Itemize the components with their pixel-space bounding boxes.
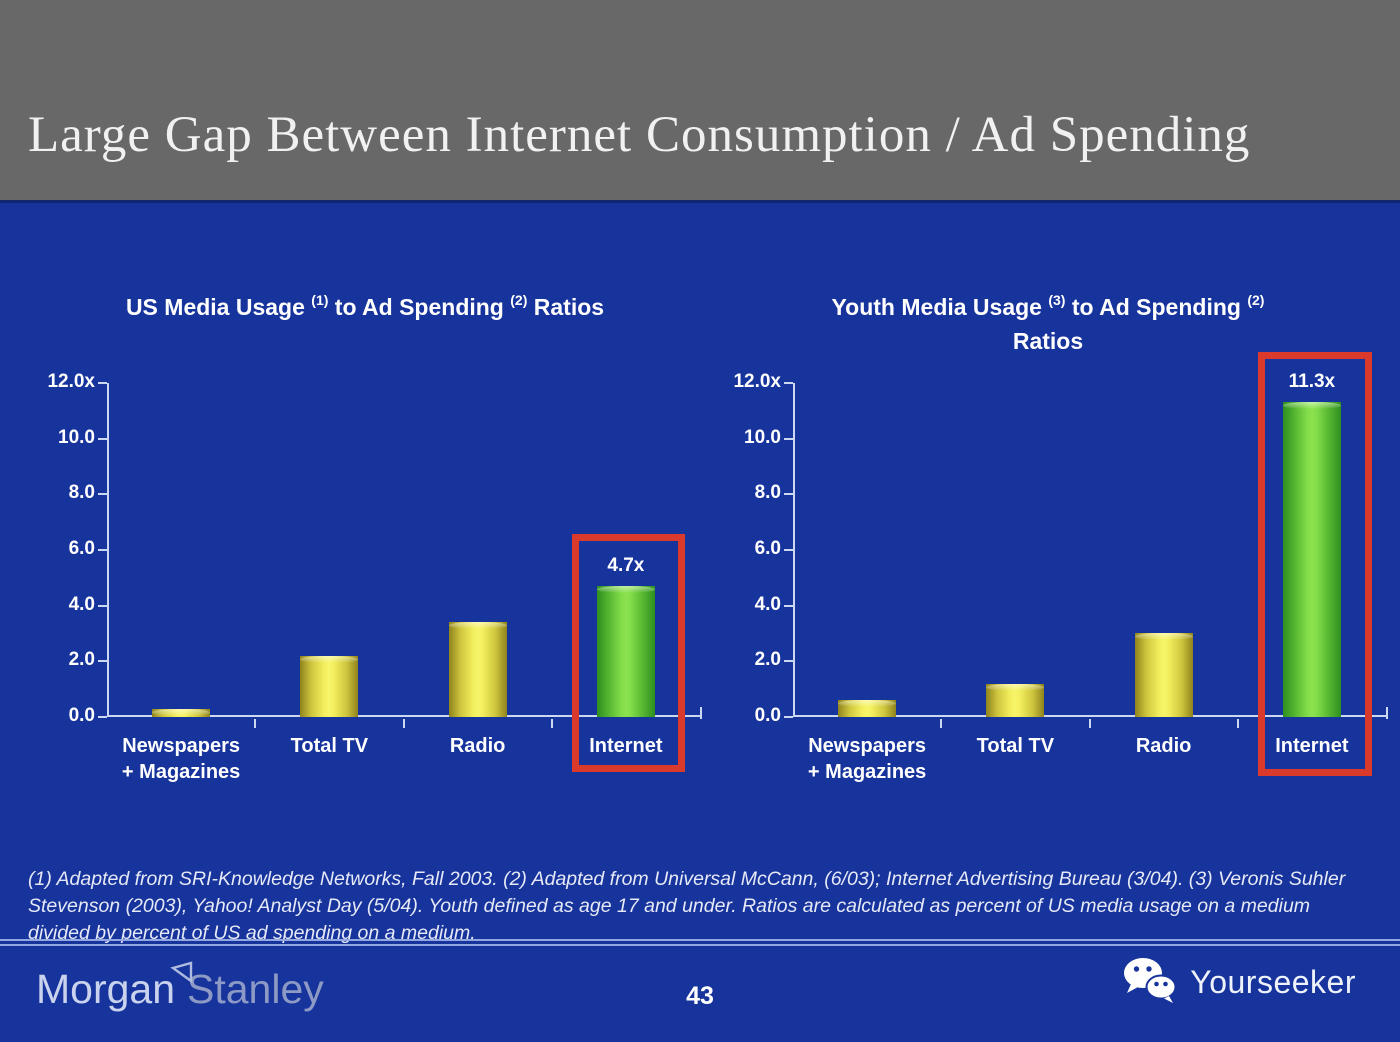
- x-tick-mark: [1088, 719, 1091, 728]
- yourseeker-logo: Yourseeker: [1122, 956, 1356, 1009]
- category-label-total-tv: Total TV: [290, 735, 369, 757]
- bar-radio: [448, 622, 507, 717]
- footer-divider: [0, 939, 1400, 946]
- stanley-wordmark: Stanley: [187, 966, 324, 1012]
- y-tick-mark: [98, 549, 107, 551]
- y-tick-mark: [98, 660, 107, 663]
- footnote: (1) Adapted from SRI-Knowledge Networks,…: [28, 868, 1346, 944]
- x-tick-mark: [1236, 719, 1239, 728]
- slide-title: Large Gap Between Internet Consumption /…: [28, 107, 1251, 163]
- chart-title-youth: Youth Media Usage (3) to Ad Spending (2)…: [831, 292, 1265, 354]
- y-tick-mark: [784, 382, 793, 384]
- y-tick-label: 6.0: [754, 538, 781, 559]
- title-bar: Large Gap Between Internet Consumption /…: [0, 0, 1400, 203]
- y-tick-mark: [784, 493, 793, 496]
- y-tick-mark: [98, 437, 107, 440]
- highlight-value-label: 11.3x: [1288, 371, 1336, 392]
- y-tick-mark: [98, 716, 107, 718]
- category-label-radio: Radio: [1135, 735, 1192, 757]
- y-tick-label: 2.0: [68, 649, 95, 671]
- bar-newspapers-magazines: [152, 709, 211, 717]
- x-axis-end-tick: [700, 707, 702, 719]
- yourseeker-wordmark: Yourseeker: [1190, 964, 1356, 1000]
- x-tick-mark: [254, 719, 257, 728]
- morgan-wordmark: Morgan: [36, 966, 176, 1012]
- wechat-icon: [1122, 956, 1178, 1009]
- y-tick-label: 12.0x: [47, 371, 95, 392]
- y-tick-mark: [784, 437, 793, 440]
- y-tick-label: 4.0: [68, 593, 95, 615]
- bar-newspapers-magazines: [838, 700, 897, 717]
- y-tick-label: 10.0: [58, 426, 95, 448]
- category-label-radio: Radio: [449, 735, 506, 757]
- y-tick-label: 8.0: [754, 482, 781, 504]
- y-tick-label: 10.0: [744, 426, 781, 448]
- y-tick-mark: [784, 716, 793, 718]
- chart-title-us: US Media Usage (1) to Ad Spending (2) Ra…: [125, 292, 605, 320]
- category-label-internet: Internet: [589, 735, 663, 757]
- y-tick-mark: [98, 493, 107, 496]
- bar-internet: [596, 586, 655, 717]
- pennant-icon: [170, 950, 194, 997]
- bar-total-tv: [986, 684, 1045, 717]
- category-label-newspapers-magazines: Newspapers + Magazines: [121, 735, 241, 783]
- highlight-box: [1258, 352, 1372, 776]
- y-tick-mark: [98, 604, 107, 607]
- y-tick-label: 4.0: [754, 593, 781, 615]
- plot-area: [107, 383, 700, 717]
- bar-total-tv: [300, 656, 359, 717]
- y-tick-mark: [784, 549, 793, 551]
- y-tick-label: 2.0: [754, 649, 781, 671]
- bar-internet: [1282, 402, 1341, 717]
- category-label-total-tv: Total TV: [976, 735, 1055, 757]
- highlight-box: [572, 534, 685, 772]
- highlight-value-label: 4.7x: [607, 555, 645, 576]
- x-tick-mark: [402, 719, 405, 728]
- y-tick-label: 8.0: [68, 482, 95, 504]
- x-axis-end-tick: [1386, 707, 1388, 719]
- y-tick-mark: [784, 604, 793, 607]
- y-tick-label: 12.0x: [733, 371, 781, 392]
- y-tick-mark: [98, 382, 107, 384]
- morgan-stanley-logo: Morgan Stanley: [36, 961, 324, 1013]
- x-tick-mark: [550, 719, 553, 728]
- bar-radio: [1134, 633, 1193, 717]
- page-number: 43: [686, 982, 714, 1010]
- category-label-newspapers-magazines: Newspapers + Magazines: [807, 735, 927, 783]
- y-tick-label: 6.0: [68, 538, 95, 559]
- y-tick-mark: [784, 660, 793, 663]
- y-tick-label: 0.0: [68, 705, 95, 726]
- y-tick-label: 0.0: [754, 705, 781, 726]
- x-tick-mark: [940, 719, 943, 728]
- plot-area: [793, 383, 1386, 717]
- category-label-internet: Internet: [1275, 735, 1349, 757]
